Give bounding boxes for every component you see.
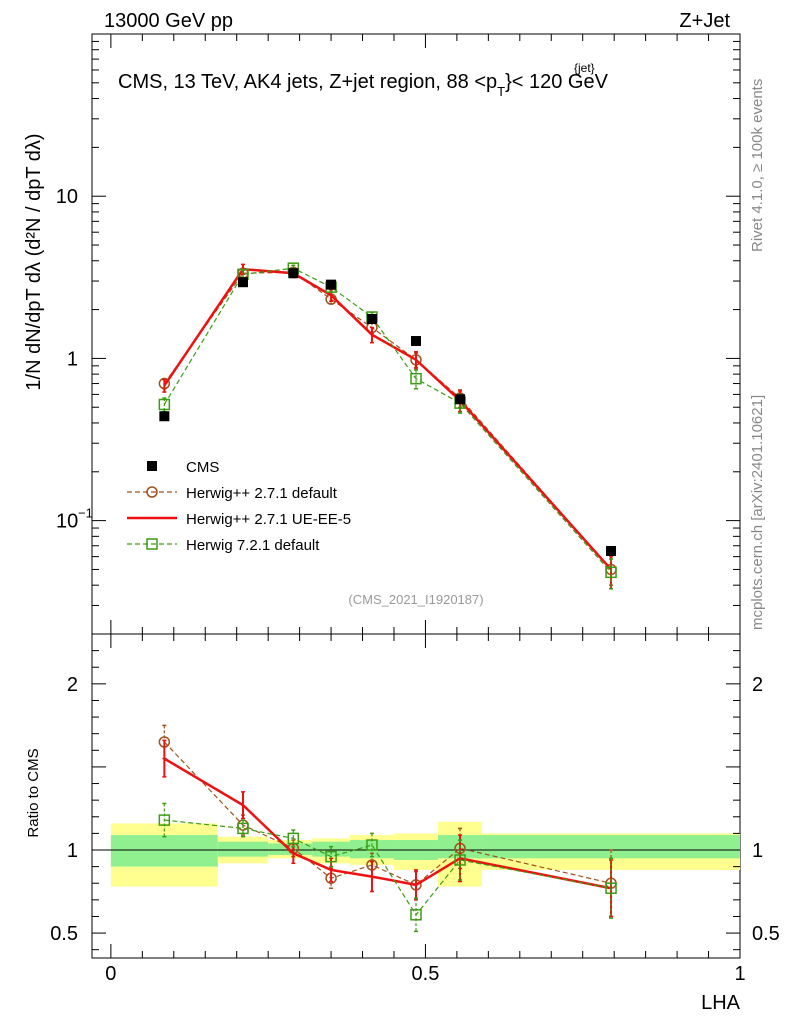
main-point-cms-7	[606, 545, 617, 556]
main-point-cms-3	[326, 279, 337, 290]
main-line-h721	[163, 267, 612, 573]
legend-label-h271: Herwig++ 2.7.1 default	[186, 485, 338, 502]
ratio-point-h721-5	[410, 909, 422, 921]
main-series	[158, 262, 617, 590]
ratio-ytick-label-right-2: 2	[752, 674, 763, 696]
main-title-sup: {jet}	[574, 61, 595, 75]
x-axis-label: LHA	[701, 992, 741, 1014]
ratio-ytick-label-right-1: 1	[752, 840, 763, 862]
ratio-series	[158, 724, 617, 933]
main-ytick-label-2: 10	[56, 186, 78, 208]
main-point-cms-1	[237, 277, 248, 288]
band-inner-0	[110, 835, 218, 867]
main-point-h721-0	[158, 398, 171, 411]
ratio-frame	[91, 633, 741, 959]
main-title-text: CMS, 13 TeV, AK4 jets, Z+jet region, 88 …	[118, 71, 497, 93]
ratio-point-h721-7	[605, 882, 617, 894]
xtick-label-1: 0.5	[412, 963, 440, 985]
legend-marker-h271	[146, 486, 158, 498]
legend-label-h271ue: Herwig++ 2.7.1 UE-EE-5	[186, 511, 351, 528]
xtick-label-0: 0	[105, 963, 116, 985]
rivet-label: Rivet 4.1.0, ≥ 100k events	[749, 79, 766, 252]
main-point-cms-2	[288, 268, 299, 279]
ratio-y-label: Ratio to CMS	[25, 748, 42, 837]
ratio-point-h721-6	[454, 854, 466, 866]
legend: CMS Herwig++ 2.7.1 default Herwig++ 2.7.1 …	[127, 459, 351, 554]
main-title-end: }< 120 GeV	[505, 71, 609, 93]
ratio-line-h271ue	[163, 757, 612, 890]
main-point-h721-5	[410, 372, 422, 385]
main-ytick-label-1: 1	[67, 348, 78, 370]
ratio-point-h721-1	[237, 822, 249, 835]
xtick-label-2: 1	[734, 963, 745, 985]
analysis-tag: (CMS_2021_I1920187)	[348, 592, 483, 607]
ratio-line-h271	[163, 741, 612, 886]
ratio-ytick-label-right-0: 0.5	[752, 923, 780, 945]
main-ytick-label-0: 10	[56, 511, 78, 533]
main-point-cms-0	[159, 411, 170, 422]
band-inner-1	[217, 841, 269, 857]
ratio-ytick-label-left-2: 2	[67, 674, 78, 696]
legend-marker-h721	[146, 538, 158, 550]
main-point-h721-7	[605, 566, 617, 579]
ratio-point-h721-2	[287, 832, 300, 845]
ratio-line-h721	[164, 819, 612, 916]
ratio-point-h721-3	[325, 850, 337, 863]
legend-label-cms: CMS	[186, 459, 219, 476]
main-y-axis-label: 1/N dN/dpT dλ (d²N / dpT dλ)	[23, 133, 45, 390]
main-point-cms-5	[411, 336, 421, 347]
main-title: CMS, 13 TeV, AK4 jets, Z+jet region, 88 …	[118, 71, 609, 99]
ratio-ytick-label-left-0: 0.5	[50, 923, 78, 945]
main-y-axis-label-text: 1/N dN/dpT dλ (d²N / dpT dλ)	[23, 133, 45, 390]
main-title-sub: T	[497, 84, 505, 99]
main-point-cms-4	[366, 313, 377, 324]
header-left: 13000 GeV pp	[104, 10, 233, 32]
mcplots-label: mcplots.cern.ch [arXiv:2401.10621]	[749, 395, 766, 630]
ratio-point-h721-4	[366, 839, 378, 851]
main-line-h271ue	[163, 267, 612, 571]
band-inner-7	[482, 835, 740, 859]
ratio-ytick-label-left-1: 1	[67, 840, 78, 862]
legend-marker-cms	[147, 461, 157, 471]
ratio-point-h721-0	[158, 814, 171, 826]
main-ytick-exp-0: −1	[78, 506, 93, 521]
main-point-cms-6	[455, 394, 466, 405]
plot-frames	[91, 33, 741, 959]
header-right: Z+Jet	[679, 10, 730, 32]
legend-label-h721: Herwig 7.2.1 default	[186, 537, 320, 554]
